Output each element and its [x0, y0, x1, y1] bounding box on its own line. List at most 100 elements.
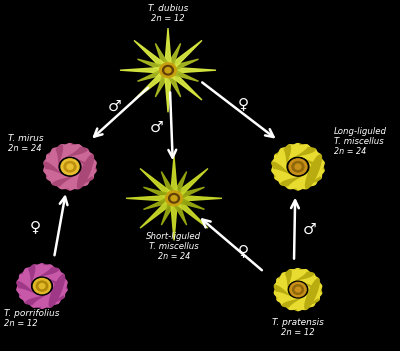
Ellipse shape — [274, 155, 290, 188]
Ellipse shape — [53, 148, 93, 157]
Ellipse shape — [69, 144, 96, 171]
Text: ♂: ♂ — [108, 99, 122, 114]
Ellipse shape — [41, 264, 67, 290]
Ellipse shape — [44, 144, 71, 171]
Polygon shape — [161, 197, 177, 225]
Circle shape — [160, 63, 176, 78]
Ellipse shape — [290, 292, 322, 310]
Polygon shape — [170, 156, 178, 198]
Ellipse shape — [297, 269, 322, 294]
Text: T. dubius: T. dubius — [148, 4, 188, 13]
Text: 2n = 24: 2n = 24 — [8, 144, 42, 153]
Polygon shape — [120, 67, 168, 73]
Ellipse shape — [275, 176, 315, 186]
Polygon shape — [155, 69, 171, 97]
Ellipse shape — [306, 145, 322, 179]
Polygon shape — [138, 59, 169, 73]
Ellipse shape — [60, 145, 96, 164]
Ellipse shape — [277, 270, 291, 300]
Circle shape — [292, 285, 304, 294]
Ellipse shape — [305, 270, 319, 300]
Polygon shape — [161, 172, 177, 199]
Ellipse shape — [20, 268, 58, 277]
Ellipse shape — [274, 145, 290, 179]
Polygon shape — [155, 44, 171, 71]
Polygon shape — [166, 68, 202, 100]
Ellipse shape — [41, 282, 67, 308]
Polygon shape — [140, 196, 176, 228]
Text: 2n = 24: 2n = 24 — [158, 252, 190, 261]
Ellipse shape — [274, 285, 299, 311]
Circle shape — [290, 283, 306, 297]
Polygon shape — [172, 168, 208, 200]
Ellipse shape — [290, 270, 322, 287]
Polygon shape — [134, 68, 170, 100]
Text: T. pratensis: T. pratensis — [272, 318, 324, 327]
Ellipse shape — [82, 149, 91, 185]
Ellipse shape — [20, 265, 35, 297]
Polygon shape — [167, 67, 198, 81]
Ellipse shape — [69, 162, 96, 190]
Ellipse shape — [272, 162, 299, 190]
Circle shape — [162, 65, 174, 75]
Text: ♀: ♀ — [30, 219, 41, 234]
Circle shape — [165, 67, 171, 73]
Circle shape — [39, 284, 45, 289]
Ellipse shape — [297, 144, 324, 171]
Ellipse shape — [26, 295, 64, 304]
Ellipse shape — [281, 148, 321, 157]
Text: ♀: ♀ — [238, 96, 249, 111]
Text: T. porrifolius: T. porrifolius — [4, 309, 60, 318]
Circle shape — [169, 194, 179, 203]
Ellipse shape — [306, 155, 322, 188]
Ellipse shape — [20, 275, 35, 307]
Ellipse shape — [277, 149, 286, 185]
Text: T. miscellus: T. miscellus — [334, 137, 384, 146]
Ellipse shape — [60, 170, 96, 189]
Ellipse shape — [17, 289, 51, 307]
Ellipse shape — [78, 155, 94, 188]
Circle shape — [61, 159, 79, 174]
Text: ♂: ♂ — [303, 221, 317, 236]
Circle shape — [33, 278, 51, 294]
Polygon shape — [173, 196, 204, 210]
Polygon shape — [165, 44, 181, 71]
Ellipse shape — [274, 269, 299, 294]
Ellipse shape — [49, 149, 58, 185]
Ellipse shape — [282, 298, 319, 307]
Polygon shape — [167, 59, 198, 73]
Ellipse shape — [275, 148, 315, 157]
Text: 2n = 12: 2n = 12 — [281, 328, 315, 337]
Polygon shape — [164, 28, 172, 70]
Polygon shape — [164, 70, 172, 112]
Polygon shape — [138, 67, 169, 81]
Circle shape — [36, 281, 48, 291]
Polygon shape — [168, 67, 216, 73]
Ellipse shape — [272, 170, 308, 189]
Ellipse shape — [44, 145, 80, 164]
Ellipse shape — [17, 265, 51, 283]
Polygon shape — [126, 195, 174, 201]
Polygon shape — [173, 187, 204, 201]
Ellipse shape — [53, 176, 93, 186]
Ellipse shape — [44, 170, 80, 189]
Ellipse shape — [309, 273, 317, 306]
Ellipse shape — [33, 289, 67, 307]
Text: ♂: ♂ — [150, 120, 164, 134]
Ellipse shape — [54, 269, 62, 303]
Text: Long-liguled: Long-liguled — [334, 127, 387, 136]
Ellipse shape — [46, 155, 62, 188]
Ellipse shape — [281, 176, 321, 186]
Ellipse shape — [297, 162, 324, 190]
Ellipse shape — [46, 145, 62, 179]
Ellipse shape — [288, 145, 324, 164]
Circle shape — [295, 164, 301, 169]
Ellipse shape — [279, 273, 287, 306]
Ellipse shape — [297, 285, 322, 311]
Ellipse shape — [272, 144, 299, 171]
Circle shape — [292, 161, 304, 172]
Polygon shape — [144, 196, 175, 210]
Text: T. miscellus: T. miscellus — [149, 242, 199, 251]
Text: 2n = 12: 2n = 12 — [4, 319, 38, 328]
Circle shape — [289, 159, 307, 174]
